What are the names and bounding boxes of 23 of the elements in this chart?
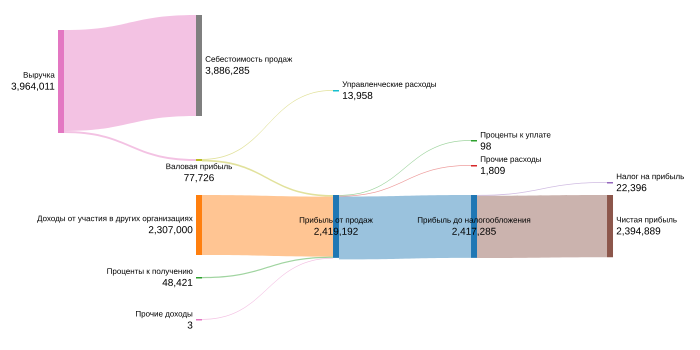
category-label: Прочие доходы [136, 311, 192, 318]
data-label: 13,958 [342, 92, 372, 100]
data-label: 98 [480, 142, 491, 150]
category-label: Управленческие расходы [342, 81, 436, 89]
data-label: 22,396 [616, 184, 646, 192]
data-label: 77,726 [184, 174, 214, 182]
data-label: 1,809 [480, 166, 505, 176]
data-label: 48,421 [162, 278, 192, 288]
category-label: Себестоимость продаж [206, 56, 292, 64]
category-label: Прибыль от продаж [300, 216, 373, 224]
data-label: 3 [188, 322, 192, 329]
category-label: Чистая прибыль [616, 216, 677, 224]
data-label: 3,964,011 [11, 82, 54, 91]
category-label: Выручка [24, 72, 55, 80]
data-label: 3,886,285 [206, 66, 250, 76]
category-label: Прочие расходы [480, 156, 541, 164]
category-label: Проценты к уплате [480, 132, 551, 140]
data-label: 2,307,000 [148, 226, 192, 234]
category-label: Проценты к получению [107, 268, 192, 276]
category-label: Налог на прибыль [616, 173, 684, 181]
data-label: 2,394,889 [616, 227, 660, 236]
category-label: Валовая прибыль [166, 163, 232, 171]
category-label: Доходы от участия в других организациях [37, 216, 193, 223]
